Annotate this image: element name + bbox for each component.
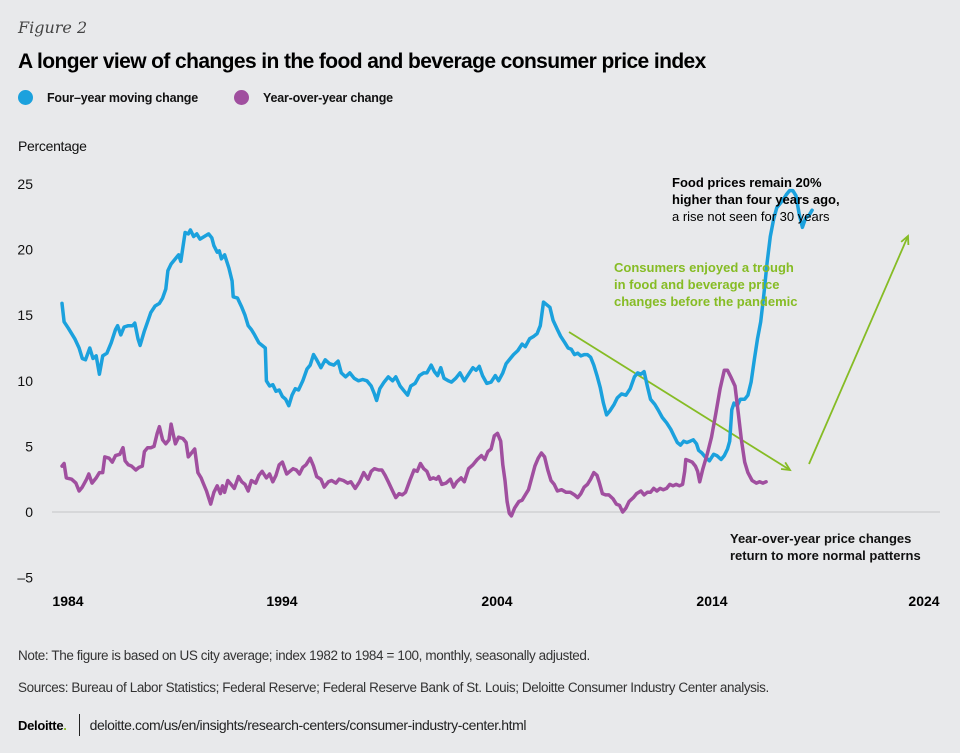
legend-swatch-four-year bbox=[18, 90, 33, 105]
chart-title: A longer view of changes in the food and… bbox=[18, 50, 706, 73]
annotation-top: Food prices remain 20% higher than four … bbox=[672, 174, 840, 225]
figure-label: Figure 2 bbox=[18, 18, 88, 37]
y-axis-label: Percentage bbox=[18, 138, 87, 154]
y-tick-label: –5 bbox=[17, 570, 33, 586]
rise-arrow bbox=[808, 234, 910, 465]
deloitte-logo: Deloitte. bbox=[18, 718, 67, 733]
annotation-trough-line3: changes before the pandemic bbox=[614, 294, 798, 309]
annotation-arrows bbox=[568, 234, 910, 472]
logo-dot: . bbox=[63, 717, 67, 733]
series-lines bbox=[60, 188, 814, 518]
legend: Four–year moving change Year-over-year c… bbox=[18, 90, 393, 105]
legend-swatch-year-over-year bbox=[234, 90, 249, 105]
x-axis-ticks: 1984 1994 2004 2014 2024 bbox=[52, 593, 939, 609]
annotation-bottom: Year-over-year price changes return to m… bbox=[730, 530, 921, 564]
trough-arrow bbox=[568, 331, 792, 472]
line-chart: 25 20 15 10 5 0 –5 1984 1994 2004 2014 2024 bbox=[17, 176, 940, 609]
x-tick-label: 2014 bbox=[696, 593, 727, 609]
legend-item-four-year: Four–year moving change bbox=[18, 90, 198, 105]
legend-label-four-year: Four–year moving change bbox=[47, 90, 198, 105]
footer-divider bbox=[78, 714, 80, 736]
y-tick-label: 0 bbox=[25, 504, 33, 520]
annotation-bottom-line2: return to more normal patterns bbox=[730, 548, 921, 563]
annotation-bottom-line1: Year-over-year price changes bbox=[730, 531, 912, 546]
x-tick-label: 2024 bbox=[908, 593, 939, 609]
annotation-top-line3: a rise not seen for 30 years bbox=[672, 209, 830, 224]
x-tick-label: 2004 bbox=[481, 593, 512, 609]
y-tick-label: 15 bbox=[17, 307, 33, 323]
annotation-trough-line1: Consumers enjoyed a trough bbox=[614, 260, 794, 275]
footer-url-link[interactable]: deloitte.com/us/en/insights/research-cen… bbox=[89, 717, 527, 733]
y-axis-ticks: 25 20 15 10 5 0 –5 bbox=[17, 176, 33, 586]
series-line-four-year bbox=[60, 188, 814, 463]
x-tick-label: 1984 bbox=[52, 593, 83, 609]
annotation-top-line2: higher than four years ago, bbox=[672, 192, 840, 207]
y-tick-label: 10 bbox=[17, 373, 33, 389]
y-tick-label: 25 bbox=[17, 176, 33, 192]
footer: Deloitte. deloitte.com/us/en/insights/re… bbox=[18, 714, 526, 736]
legend-label-year-over-year: Year-over-year change bbox=[263, 90, 393, 105]
annotation-trough-line2: in food and beverage price bbox=[614, 277, 780, 292]
x-tick-label: 1994 bbox=[266, 593, 297, 609]
logo-text: Deloitte bbox=[18, 717, 64, 733]
sources-text: Sources: Bureau of Labor Statistics; Fed… bbox=[18, 680, 769, 695]
y-tick-label: 20 bbox=[17, 242, 33, 258]
y-tick-label: 5 bbox=[25, 438, 33, 454]
series-line-year-over-year bbox=[60, 368, 768, 518]
annotation-trough: Consumers enjoyed a trough in food and b… bbox=[614, 259, 798, 310]
note-text: Note: The figure is based on US city ave… bbox=[18, 648, 590, 663]
annotation-top-line1: Food prices remain 20% bbox=[672, 175, 822, 190]
legend-item-year-over-year: Year-over-year change bbox=[234, 90, 393, 105]
